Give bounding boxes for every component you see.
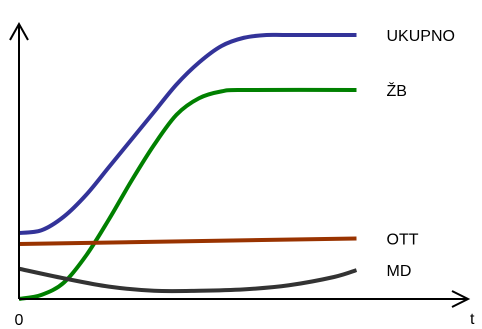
series-label-z-b: ŽB: [387, 81, 407, 100]
series-line-z-b: [18, 87, 357, 301]
x-axis-arrow-icon: [451, 290, 471, 308]
series-line-ukupno: [18, 32, 357, 235]
labels: t UKUPNO ŽB OTT MD 0: [15, 28, 475, 329]
x-tick-label: 0: [15, 312, 24, 329]
series-label-md: MD: [387, 263, 412, 280]
x-axis-label: t: [470, 311, 475, 328]
series-line-md: [18, 266, 358, 294]
series-label-ukupno: UKUPNO: [387, 28, 455, 45]
series-line-ott: [18, 236, 357, 246]
series-layer: [18, 32, 358, 301]
axes: [9, 21, 471, 308]
y-axis-arrow-icon: [9, 21, 29, 41]
series-label-ott: OTT: [387, 232, 419, 249]
